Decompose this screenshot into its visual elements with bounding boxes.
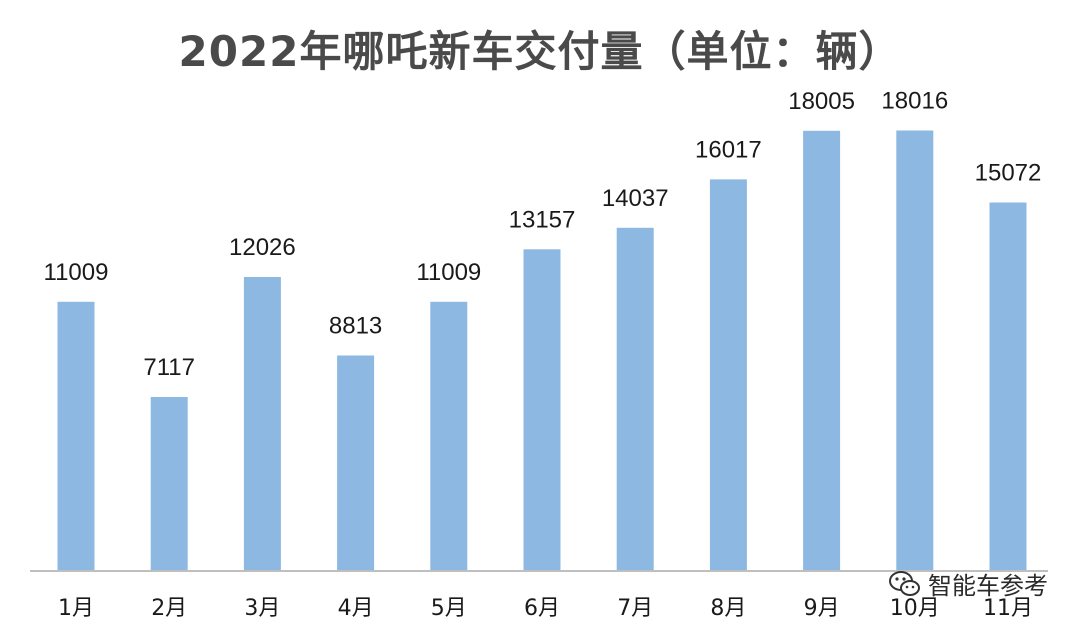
x-tick-label-3: 3月 bbox=[244, 596, 280, 621]
bar-9 bbox=[803, 130, 841, 572]
x-tick-label-9: 9月 bbox=[804, 596, 840, 621]
value-label-4: 8813 bbox=[329, 313, 382, 340]
bar-10 bbox=[896, 130, 934, 571]
x-tick-label-2: 2月 bbox=[151, 596, 187, 621]
bar-3 bbox=[243, 277, 281, 571]
bar-5 bbox=[430, 301, 468, 571]
bar-8 bbox=[709, 179, 747, 571]
bar-11 bbox=[989, 202, 1027, 571]
value-label-7: 14037 bbox=[602, 185, 669, 212]
value-label-2: 7117 bbox=[143, 354, 195, 381]
watermark-text: 智能车参考 bbox=[928, 572, 1048, 600]
value-label-5: 11009 bbox=[416, 259, 481, 286]
bar-4 bbox=[337, 355, 375, 571]
wechat-icon bbox=[889, 570, 920, 596]
bars-group bbox=[57, 130, 1027, 572]
x-tick-label-6: 6月 bbox=[524, 596, 560, 621]
x-tick-label-1: 1月 bbox=[58, 596, 94, 621]
watermark: 智能车参考 bbox=[888, 566, 1048, 601]
value-label-1: 11009 bbox=[44, 259, 109, 286]
value-label-9: 18005 bbox=[788, 88, 855, 115]
value-label-6: 13157 bbox=[509, 206, 576, 233]
bar-2 bbox=[150, 397, 188, 571]
chart-title: 2022年哪吒新车交付量（单位：辆） bbox=[178, 27, 902, 76]
x-tick-label-7: 7月 bbox=[617, 596, 653, 621]
value-label-11: 15072 bbox=[975, 160, 1042, 187]
x-tick-labels-group: 1月 2月 3月 4月 5月 6月 7月 8月 9月 10月 11月 bbox=[58, 596, 1033, 621]
value-labels-group: 11009 7117 12026 8813 11009 13157 14037 16017 18… bbox=[44, 88, 1042, 382]
value-label-8: 16017 bbox=[695, 136, 762, 163]
value-label-3: 12026 bbox=[229, 234, 296, 261]
x-tick-label-4: 4月 bbox=[338, 596, 374, 621]
bar-7 bbox=[616, 227, 654, 572]
bar-1 bbox=[57, 301, 95, 571]
x-tick-label-10: 10月 bbox=[890, 596, 940, 621]
x-tick-label-8: 8月 bbox=[710, 596, 746, 621]
value-label-10: 18016 bbox=[881, 88, 948, 115]
x-tick-label-11: 11月 bbox=[983, 596, 1033, 621]
x-tick-label-5: 5月 bbox=[431, 596, 467, 621]
bar-6 bbox=[523, 249, 561, 572]
